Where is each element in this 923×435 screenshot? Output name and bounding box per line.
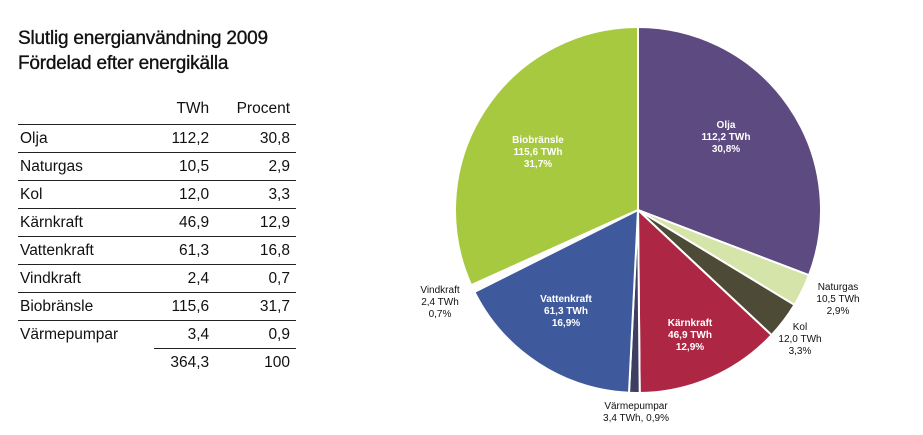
slice-label-vattenkraft: Vattenkraft 61,3 TWh 16,9% [540, 294, 592, 329]
slice-label-line: 2,9% [827, 306, 850, 317]
slice-label-line: Värmepumpar [604, 401, 668, 412]
row-pct: 0,9 [215, 320, 296, 349]
table-row: Naturgas 10,5 2,9 [18, 152, 296, 181]
row-twh: 10,5 [154, 152, 216, 181]
row-pct: 30,8 [215, 124, 296, 153]
slice-label-varmepumpar: Värmepumpar 3,4 TWh, 0,9% [603, 401, 669, 424]
slice-label-olja: Olja 112,2 TWh 30,8% [702, 120, 751, 155]
slice-label-line: Vindkraft [420, 285, 460, 296]
row-twh: 12,0 [154, 180, 216, 209]
chart-title: Slutlig energianvändning 2009 [18, 28, 268, 49]
slice-label-line: Vattenkraft [540, 294, 592, 305]
pie-slice-vindkraft [464, 211, 634, 296]
slice-label-line: 12,9% [676, 342, 704, 353]
row-twh: 112,2 [154, 124, 216, 153]
slice-label-vindkraft: Vindkraft 2,4 TWh 0,7% [420, 285, 460, 320]
slice-label-line: 0,7% [429, 309, 452, 320]
slice-label-naturgas: Naturgas 10,5 TWh 2,9% [816, 282, 859, 317]
table-row: Kol 12,0 3,3 [18, 180, 296, 209]
slice-label-line: Naturgas [818, 282, 859, 293]
total-twh: 364,3 [154, 348, 216, 376]
row-twh: 46,9 [154, 208, 216, 237]
slice-label-line: 3,4 TWh, 0,9% [603, 413, 669, 424]
row-name: Värmepumpar [18, 320, 155, 349]
row-name: Olja [18, 124, 155, 153]
pie-slice-olja [637, 25, 822, 277]
row-name: Vindkraft [18, 264, 155, 293]
slice-label-kol: Kol 12,0 TWh 3,3% [778, 322, 821, 357]
row-pct: 12,9 [215, 208, 296, 237]
table-total-row: 364,3 100 [18, 348, 296, 376]
slice-label-biobransle: Biobränsle 115,6 TWh 31,7% [512, 135, 564, 170]
chart-subtitle: Fördelad efter energikälla [18, 53, 229, 74]
slice-label-line: Kol [793, 322, 807, 333]
row-name: Kol [18, 180, 155, 209]
row-pct: 0,7 [215, 264, 296, 293]
slice-label-line: 10,5 TWh [816, 294, 859, 305]
row-pct: 3,3 [215, 180, 296, 209]
slice-label-line: 31,7% [524, 159, 552, 170]
slice-label-line: 16,9% [552, 318, 580, 329]
row-name: Kärnkraft [18, 208, 155, 237]
slice-label-line: 3,3% [789, 346, 812, 357]
row-pct: 16,8 [215, 236, 296, 265]
table-row: Vindkraft 2,4 0,7 [18, 264, 296, 293]
header-twh: TWh [176, 100, 210, 117]
pie-slice-vattenkraft [473, 208, 640, 394]
header-procent: Procent [236, 100, 290, 117]
slice-label-line: 30,8% [712, 144, 740, 155]
table-row: Biobränsle 115,6 31,7 [18, 292, 296, 321]
slice-label-line: 12,0 TWh [778, 334, 821, 345]
slice-label-line: 112,2 TWh [702, 132, 751, 143]
slice-label-line: 46,9 TWh [668, 330, 712, 341]
table-row: Värmepumpar 3,4 0,9 [18, 320, 296, 349]
row-twh: 61,3 [154, 236, 216, 265]
row-twh: 115,6 [154, 292, 216, 321]
slice-label-line: 61,3 TWh [544, 306, 588, 317]
energy-table: TWh Procent Olja 112,2 30,8 Naturgas 10,… [18, 100, 296, 376]
total-label-cell [18, 348, 155, 376]
slice-label-line: Kärnkraft [668, 318, 713, 329]
slice-label-karnkraft: Kärnkraft 46,9 TWh 12,9% [668, 318, 713, 353]
slice-label-line: 115,6 TWh [514, 147, 563, 158]
slice-label-line: Olja [717, 120, 736, 131]
row-name: Biobränsle [18, 292, 155, 321]
table-row: Olja 112,2 30,8 [18, 124, 296, 153]
title-block: Slutlig energianvändning 2009 Fördelad e… [18, 26, 268, 76]
pie-slice-karnkraft [636, 207, 774, 395]
row-pct: 31,7 [215, 292, 296, 321]
pie-slice-biobransle [454, 25, 639, 287]
table-row: Kärnkraft 46,9 12,9 [18, 208, 296, 237]
row-twh: 2,4 [154, 264, 216, 293]
row-name: Vattenkraft [18, 236, 155, 265]
slice-label-line: Biobränsle [512, 135, 564, 146]
row-name: Naturgas [18, 152, 155, 181]
slice-label-line: 2,4 TWh [421, 297, 459, 308]
row-pct: 2,9 [215, 152, 296, 181]
table-row: Vattenkraft 61,3 16,8 [18, 236, 296, 265]
total-pct: 100 [215, 348, 296, 376]
table-header-row: TWh Procent [18, 100, 296, 125]
row-twh: 3,4 [154, 320, 216, 349]
